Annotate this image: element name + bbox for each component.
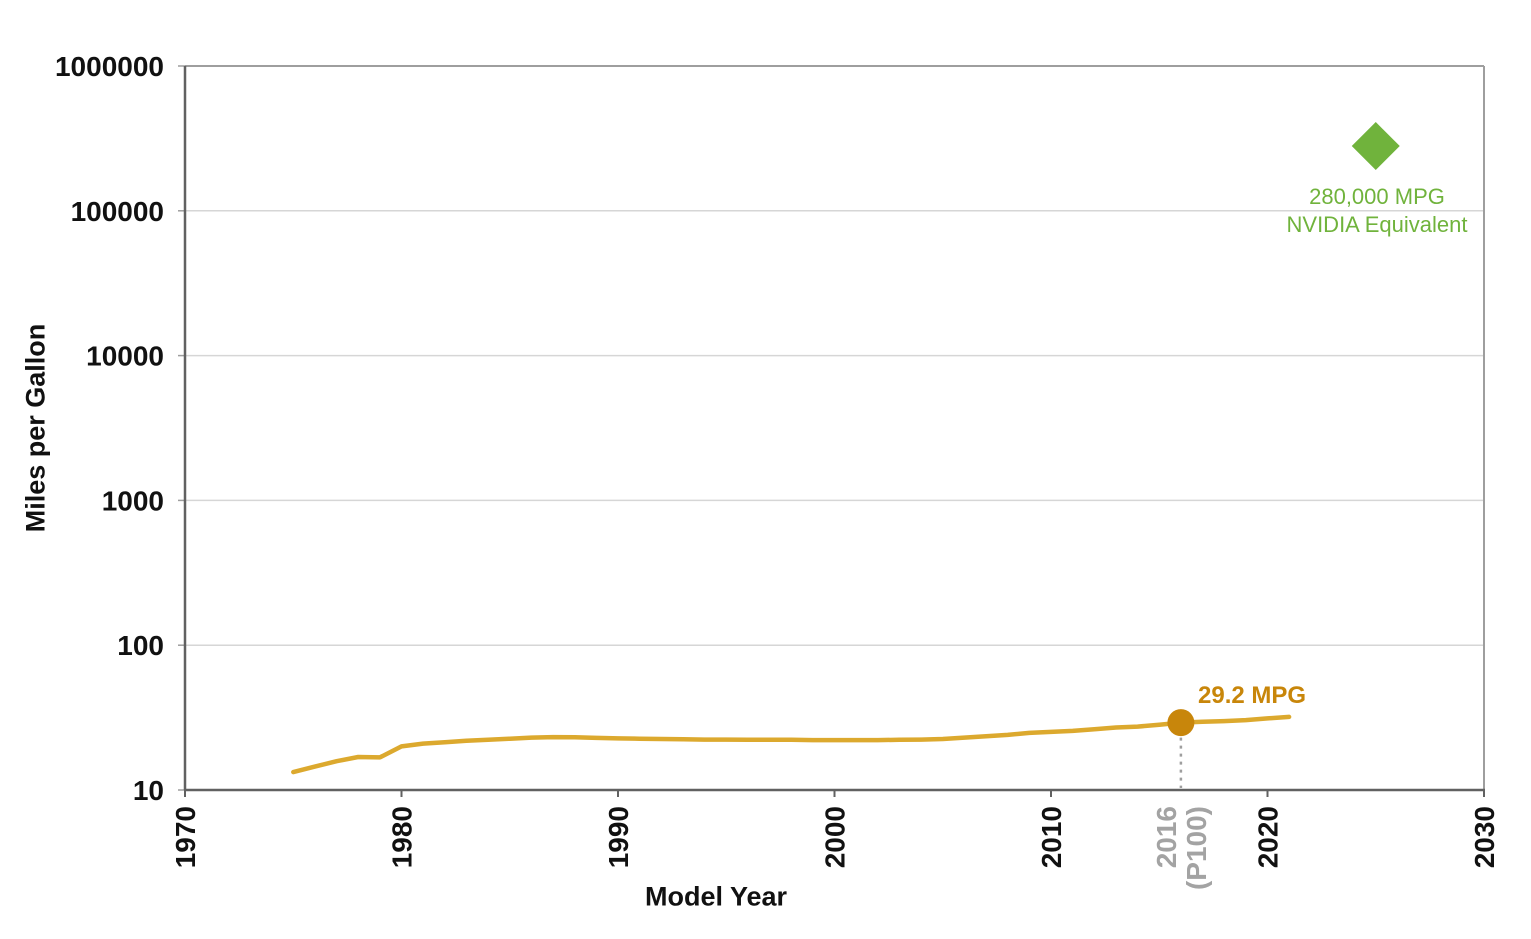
x-axis-title: Model Year [644,881,788,912]
x-tick-label-2020: 2020 [1253,806,1284,868]
x-tick-label-1970: 1970 [170,806,201,868]
y-tick-label-1000: 1000 [102,485,164,516]
y-tick-label-100000: 100000 [71,196,164,227]
nvidia-annotation-line2: NVIDIA Equivalent [1286,212,1468,237]
x-tick-label-1990: 1990 [603,806,634,868]
nvidia-diamond-marker [1351,122,1400,171]
y-tick-label-1000000: 1000000 [55,51,164,82]
highlight-value-label: 29.2 MPG [1198,682,1307,709]
x-tick-label-2030: 2030 [1469,806,1500,868]
highlight-marker-dot [1167,709,1195,737]
nvidia-annotation: 280,000 MPG NVIDIA Equivalent [1287,183,1468,239]
x-tick-label-2010: 2010 [1036,806,1067,868]
y-tick-label-10000: 10000 [86,341,164,372]
x-tick-label-1980: 1980 [387,806,418,868]
highlight-axis-label-line2: (P100) [1181,806,1212,890]
fuel-economy-line [291,714,1292,775]
x-tick-label-2000: 2000 [820,806,851,868]
nvidia-annotation-line1: 280,000 MPG [1309,184,1445,209]
y-axis-title: Miles per Gallon [20,323,51,533]
y-tick-label-10: 10 [133,775,164,806]
y-tick-label-100: 100 [117,630,164,661]
highlight-axis-label-line1: 2016 [1151,806,1182,868]
